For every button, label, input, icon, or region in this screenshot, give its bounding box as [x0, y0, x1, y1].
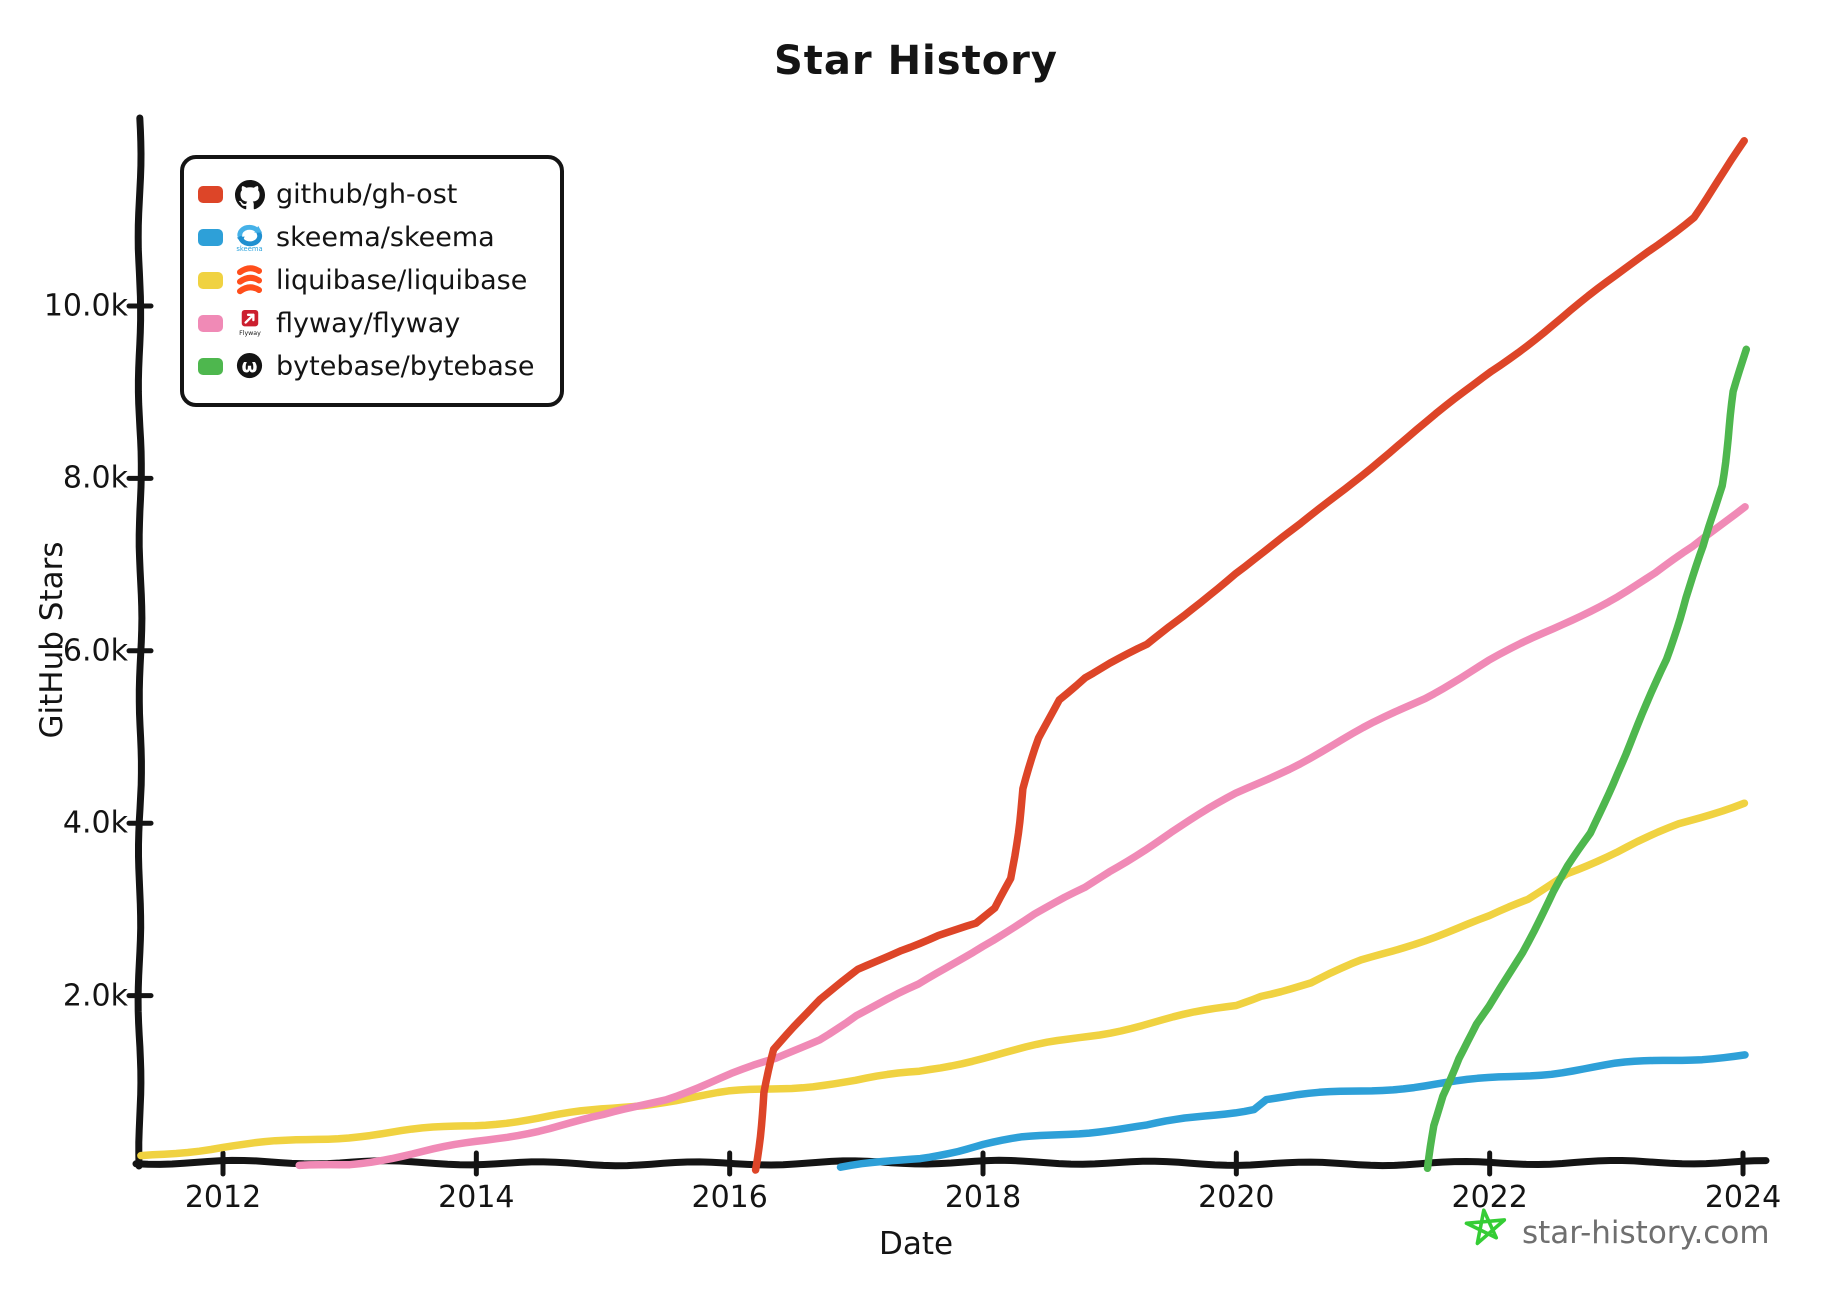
y-tick-label: 4.0k — [62, 805, 128, 841]
legend-swatch — [198, 358, 223, 375]
star-doodle-icon — [1464, 1208, 1507, 1246]
legend-box: github/gh-ost skeema skeema/skeema — [180, 155, 564, 407]
flyway-logo-icon: Flyway — [234, 308, 265, 339]
series-line-github-gh-ost — [751, 137, 1748, 1174]
x-axis-line — [132, 1156, 1770, 1170]
legend-label: flyway/flyway — [276, 308, 461, 339]
github-octocat-icon — [234, 179, 265, 210]
x-tick-label: 2022 — [1451, 1180, 1528, 1215]
legend-label: github/gh-ost — [276, 179, 458, 210]
series-line-skeema-skeema — [836, 1051, 1749, 1171]
x-axis-label: Date — [878, 1226, 954, 1262]
x-tick-label: 2012 — [184, 1180, 262, 1215]
watermark-link[interactable]: star-history.com — [1462, 1206, 1770, 1260]
svg-text:ω: ω — [242, 356, 258, 377]
series-line-liquibase-liquibase — [137, 799, 1749, 1160]
skeema-logo-icon: skeema — [234, 222, 265, 253]
x-tick-label: 2024 — [1704, 1180, 1782, 1215]
y-tick-label: 8.0k — [62, 460, 128, 496]
legend-item-liquibase: liquibase/liquibase — [198, 259, 560, 302]
legend-swatch — [198, 315, 223, 332]
legend-swatch — [198, 229, 223, 246]
series-line-flyway-flyway — [295, 503, 1749, 1170]
legend-label: bytebase/bytebase — [276, 351, 535, 382]
x-tick-label: 2016 — [691, 1180, 768, 1215]
x-tick-label: 2014 — [438, 1180, 515, 1215]
x-tick-label: 2020 — [1198, 1180, 1275, 1215]
legend-swatch — [198, 186, 223, 203]
chart-title: Star History — [774, 38, 1058, 84]
watermark-text: star-history.com — [1522, 1215, 1770, 1251]
x-tick-label: 2018 — [944, 1180, 1022, 1215]
legend-item-skeema: skeema skeema/skeema — [198, 216, 560, 259]
legend-swatch — [198, 272, 223, 289]
legend-label: liquibase/liquibase — [276, 265, 528, 296]
bytebase-logo-icon: ω — [234, 351, 265, 382]
series-line-bytebase-bytebase — [1423, 345, 1751, 1173]
y-tick-label: 10.0k — [43, 288, 128, 324]
legend-item-gh-ost: github/gh-ost — [198, 173, 560, 216]
legend-label: skeema/skeema — [276, 222, 495, 253]
y-tick-label: 2.0k — [62, 978, 128, 1014]
liquibase-logo-icon — [234, 265, 265, 296]
legend-item-flyway: Flyway flyway/flyway — [198, 302, 560, 345]
svg-text:Flyway: Flyway — [239, 330, 261, 337]
y-axis-line — [134, 114, 146, 1170]
svg-text:skeema: skeema — [236, 245, 262, 253]
legend-item-bytebase: ω bytebase/bytebase — [198, 345, 560, 388]
y-tick-label: 6.0k — [62, 633, 128, 669]
